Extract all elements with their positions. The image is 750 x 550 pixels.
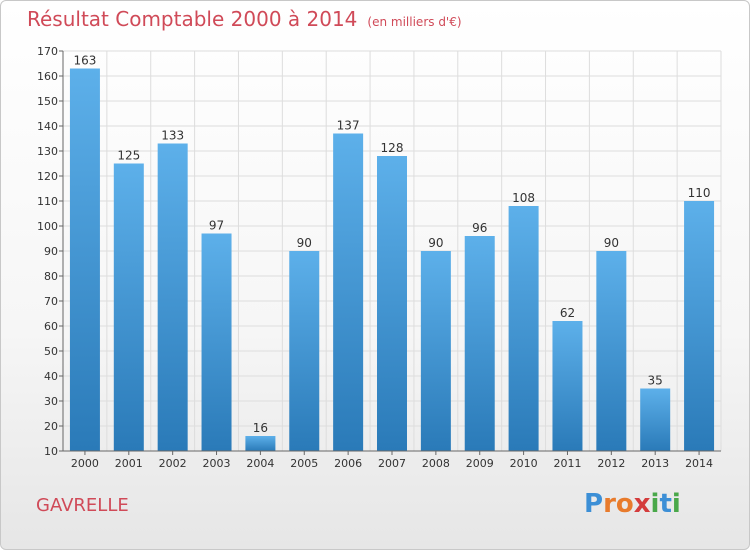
x-tick-label: 2008 bbox=[422, 457, 450, 470]
bar bbox=[69, 68, 100, 451]
chart-title-text: Résultat Comptable 2000 à 2014 bbox=[27, 7, 358, 31]
bar bbox=[157, 143, 188, 451]
x-tick-label: 2013 bbox=[641, 457, 669, 470]
x-tick-label: 2011 bbox=[553, 457, 581, 470]
logo-letter: i bbox=[671, 489, 681, 519]
chart-subtitle: (en milliers d'€) bbox=[367, 15, 462, 29]
y-tick-label: 120 bbox=[37, 170, 58, 183]
bar-value-label: 16 bbox=[253, 421, 268, 435]
logo-letter: x bbox=[633, 489, 651, 519]
bar bbox=[684, 201, 715, 451]
y-tick-label: 100 bbox=[37, 220, 58, 233]
y-tick-label: 30 bbox=[44, 395, 58, 408]
x-tick-label: 2014 bbox=[685, 457, 713, 470]
y-tick-label: 10 bbox=[44, 445, 58, 458]
y-tick-label: 20 bbox=[44, 420, 58, 433]
bar bbox=[464, 236, 495, 451]
bar bbox=[201, 233, 232, 451]
bar bbox=[596, 251, 627, 451]
bar bbox=[420, 251, 451, 451]
bar-value-label: 35 bbox=[648, 374, 663, 388]
y-tick-label: 60 bbox=[44, 320, 58, 333]
y-tick-label: 80 bbox=[44, 270, 58, 283]
x-tick-label: 2002 bbox=[159, 457, 187, 470]
logo-letter: r bbox=[603, 489, 616, 519]
y-tick-label: 50 bbox=[44, 345, 58, 358]
x-tick-label: 2012 bbox=[597, 457, 625, 470]
y-tick-label: 90 bbox=[44, 245, 58, 258]
bar-value-label: 133 bbox=[161, 129, 184, 143]
y-tick-label: 130 bbox=[37, 145, 58, 158]
logo-letter: t bbox=[659, 489, 672, 519]
bar-value-label: 90 bbox=[604, 236, 619, 250]
chart-title: Résultat Comptable 2000 à 2014 (en millie… bbox=[27, 7, 462, 31]
bar bbox=[333, 133, 364, 451]
y-tick-label: 140 bbox=[37, 120, 58, 133]
y-tick-label: 70 bbox=[44, 295, 58, 308]
bar-value-label: 90 bbox=[428, 236, 443, 250]
logo-letter: P bbox=[584, 489, 604, 519]
x-tick-label: 2006 bbox=[334, 457, 362, 470]
y-tick-label: 160 bbox=[37, 70, 58, 83]
logo-letter: i bbox=[650, 489, 660, 519]
location-label: GAVRELLE bbox=[36, 495, 129, 516]
bar bbox=[552, 321, 583, 451]
logo-letter: o bbox=[615, 489, 634, 519]
bar bbox=[377, 156, 407, 451]
y-tick-label: 150 bbox=[37, 95, 58, 108]
bar-value-label: 108 bbox=[512, 191, 535, 205]
bar-value-label: 128 bbox=[381, 141, 404, 155]
bar bbox=[245, 436, 276, 451]
y-tick-label: 110 bbox=[37, 195, 58, 208]
x-tick-label: 2004 bbox=[246, 457, 274, 470]
proxiti-logo: Proxiti bbox=[584, 489, 681, 519]
bar-value-label: 97 bbox=[209, 219, 224, 233]
bar-value-label: 90 bbox=[297, 236, 312, 250]
bar-value-label: 110 bbox=[688, 186, 711, 200]
y-tick-label: 40 bbox=[44, 370, 58, 383]
bar-value-label: 62 bbox=[560, 306, 575, 320]
bar-value-label: 163 bbox=[73, 54, 96, 68]
bar bbox=[640, 388, 671, 451]
x-tick-label: 2010 bbox=[510, 457, 538, 470]
bar-value-label: 96 bbox=[472, 221, 487, 235]
bar-value-label: 125 bbox=[117, 149, 140, 163]
x-tick-label: 2003 bbox=[203, 457, 231, 470]
bar bbox=[508, 206, 539, 451]
bar bbox=[113, 163, 144, 451]
x-tick-label: 2007 bbox=[378, 457, 406, 470]
x-tick-label: 2009 bbox=[466, 457, 494, 470]
x-tick-label: 2005 bbox=[290, 457, 318, 470]
x-tick-label: 2000 bbox=[71, 457, 99, 470]
bar-value-label: 137 bbox=[337, 119, 360, 133]
y-tick-label: 170 bbox=[37, 45, 58, 58]
bar bbox=[289, 251, 320, 451]
x-tick-label: 2001 bbox=[115, 457, 143, 470]
